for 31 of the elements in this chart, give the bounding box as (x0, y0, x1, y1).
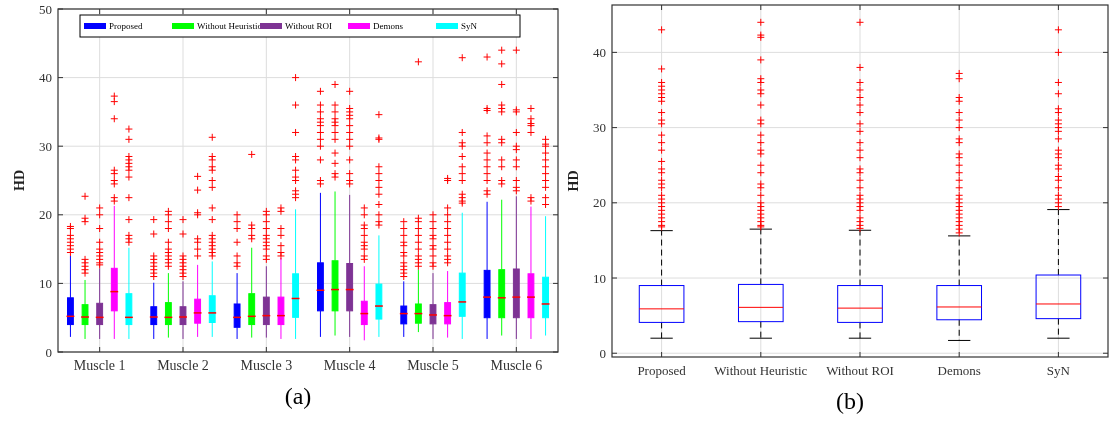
x-tick-label: Muscle 2 (157, 358, 209, 373)
legend-label: Demons (373, 21, 404, 31)
y-tick-label: 50 (39, 1, 52, 17)
text: (a) (284, 383, 312, 409)
x-tick-label: Proposed (637, 363, 687, 378)
y-axis-title: HD (566, 170, 581, 192)
legend-label: Without ROI (285, 21, 332, 31)
x-tick-label: Without Heuristic (714, 363, 808, 378)
x-tick-label: Muscle 3 (240, 358, 293, 373)
x-tick-label: Without ROI (826, 363, 894, 378)
y-tick-label: 40 (39, 70, 52, 86)
legend-label: Proposed (109, 21, 143, 31)
y-tick-label: 0 (599, 345, 606, 361)
x-tick-label: Muscle 1 (73, 358, 126, 373)
y-tick-label: 30 (593, 120, 606, 136)
legend-label: Without Heuristic (197, 21, 262, 31)
legend-label: SyN (461, 21, 478, 31)
y-tick-label: 30 (39, 138, 52, 154)
y-axis-title: HD (12, 170, 27, 191)
y-tick-label: 10 (39, 275, 52, 291)
x-tick-label: Muscle 4 (323, 358, 376, 373)
y-tick-label: 0 (45, 344, 52, 360)
text: (b) (836, 388, 864, 414)
y-tick-label: 20 (39, 207, 52, 223)
y-tick-label: 10 (593, 270, 606, 286)
x-tick-label: SyN (1046, 363, 1071, 378)
x-tick-label: Muscle 6 (490, 358, 543, 373)
y-tick-label: 20 (593, 195, 606, 211)
x-tick-label: Muscle 5 (407, 358, 459, 373)
x-tick-label: Demons (937, 363, 981, 378)
y-tick-label: 40 (593, 44, 606, 60)
